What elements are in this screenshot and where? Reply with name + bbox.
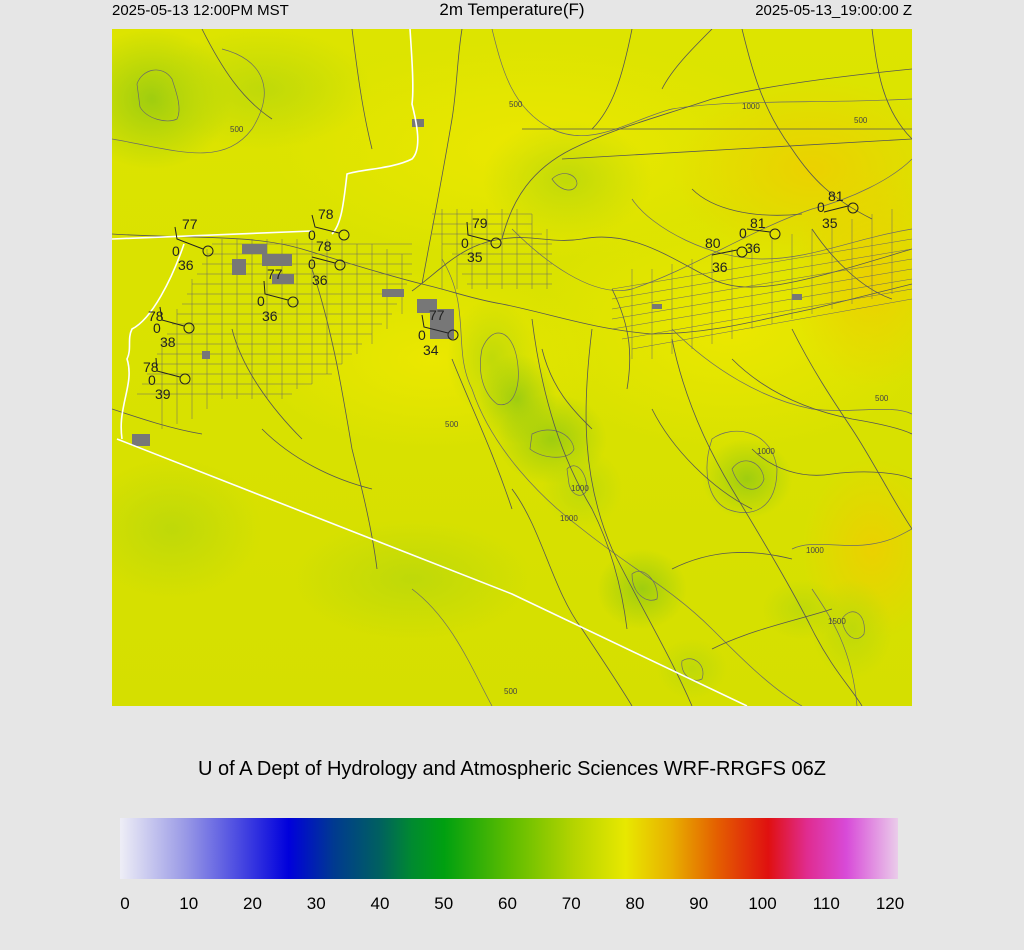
station-plot: 77 0 36 [172, 216, 214, 273]
svg-text:78: 78 [316, 238, 332, 254]
svg-text:38: 38 [160, 334, 176, 350]
svg-text:0: 0 [153, 320, 161, 336]
svg-text:36: 36 [178, 257, 194, 273]
colorbar-ticks: 0 10 20 30 40 50 60 70 80 90 100 110 120 [0, 894, 1024, 918]
svg-text:77: 77 [429, 307, 445, 323]
svg-text:39: 39 [155, 386, 171, 402]
map-title: 2m Temperature(F) [439, 0, 585, 19]
colorbar-tick-label: 120 [875, 894, 905, 913]
temperature-map: 500 500 1000 500 500 1000 1000 1000 1000… [112, 29, 912, 706]
station-plots: 77 0 36 78 0 78 0 36 77 0 36 78 [143, 188, 859, 402]
urban-grid-tucson [137, 239, 412, 429]
station-plot: 81 0 36 [739, 215, 781, 256]
colorbar-tick-label: 10 [179, 894, 199, 913]
colorbar-tick-label: 30 [306, 894, 326, 913]
colorbar-ramp [120, 818, 898, 879]
svg-text:36: 36 [312, 272, 328, 288]
urban-dense-blocks [132, 119, 802, 446]
temperature-field [112, 29, 912, 699]
svg-text:0: 0 [817, 199, 825, 215]
svg-text:78: 78 [318, 206, 334, 222]
colorbar-tick-label: 60 [498, 894, 517, 913]
svg-text:36: 36 [745, 240, 761, 256]
svg-text:1000: 1000 [757, 447, 775, 456]
valid-time-local: 2025-05-13 12:00PM MST [112, 2, 289, 19]
svg-text:0: 0 [461, 235, 469, 251]
svg-text:500: 500 [509, 100, 523, 109]
colorbar-tick-label: 50 [434, 894, 454, 913]
colorbar-tick-label: 90 [689, 894, 709, 913]
svg-text:1000: 1000 [742, 102, 760, 111]
colorbar-tick-label: 110 [812, 894, 840, 913]
station-plot: 77 0 34 [418, 307, 459, 358]
svg-text:35: 35 [822, 215, 838, 231]
svg-text:0: 0 [308, 227, 316, 243]
svg-text:1500: 1500 [828, 617, 846, 626]
svg-text:79: 79 [472, 215, 488, 231]
svg-text:81: 81 [828, 188, 844, 204]
station-plot: 78 0 38 [148, 306, 195, 350]
svg-text:78: 78 [143, 359, 159, 375]
svg-text:0: 0 [308, 256, 316, 272]
svg-text:36: 36 [712, 259, 728, 275]
colorbar-tick-label: 40 [370, 894, 390, 913]
svg-text:0: 0 [418, 327, 426, 343]
svg-text:36: 36 [262, 308, 278, 324]
elevation-contours [112, 29, 912, 706]
model-credit: U of A Dept of Hydrology and Atmospheric… [197, 758, 827, 780]
svg-text:0: 0 [739, 225, 747, 241]
colorbar-tick-label: 0 [120, 894, 130, 913]
urban-grid-marana [432, 209, 552, 289]
urban-grid-east [611, 209, 912, 359]
svg-text:35: 35 [467, 249, 483, 265]
station-plot: 78 0 36 [308, 238, 346, 288]
colorbar-tick-label: 20 [243, 894, 262, 913]
colorbar-tick-label: 100 [748, 894, 777, 913]
svg-text:80: 80 [705, 235, 721, 251]
station-plot: 81 0 35 [817, 188, 859, 231]
svg-text:77: 77 [182, 216, 198, 232]
svg-text:81: 81 [750, 215, 766, 231]
station-plot: 80 36 [705, 235, 748, 275]
station-plot: 79 0 35 [461, 215, 502, 265]
svg-text:78: 78 [148, 308, 164, 324]
svg-text:1000: 1000 [806, 546, 824, 555]
temperature-colorbar [120, 818, 898, 879]
svg-text:34: 34 [423, 342, 439, 358]
svg-text:0: 0 [148, 372, 156, 388]
svg-text:1000: 1000 [560, 514, 578, 523]
station-plot: 77 0 36 [257, 266, 299, 324]
svg-text:0: 0 [172, 243, 180, 259]
svg-text:500: 500 [504, 687, 518, 696]
svg-text:500: 500 [230, 125, 244, 134]
svg-text:500: 500 [875, 394, 889, 403]
road-network [112, 29, 912, 706]
political-boundaries [112, 29, 748, 706]
svg-text:500: 500 [445, 420, 459, 429]
station-plot: 78 0 39 [143, 357, 191, 402]
svg-text:0: 0 [257, 293, 265, 309]
station-plot: 78 0 [308, 206, 350, 243]
svg-text:500: 500 [854, 116, 868, 125]
colorbar-tick-label: 70 [561, 894, 581, 913]
valid-time-utc: 2025-05-13_19:00:00 Z [755, 2, 912, 19]
contour-labels: 500 500 1000 500 500 1000 1000 1000 1000… [230, 100, 889, 696]
svg-text:77: 77 [267, 266, 283, 282]
colorbar-tick-label: 80 [625, 894, 645, 913]
